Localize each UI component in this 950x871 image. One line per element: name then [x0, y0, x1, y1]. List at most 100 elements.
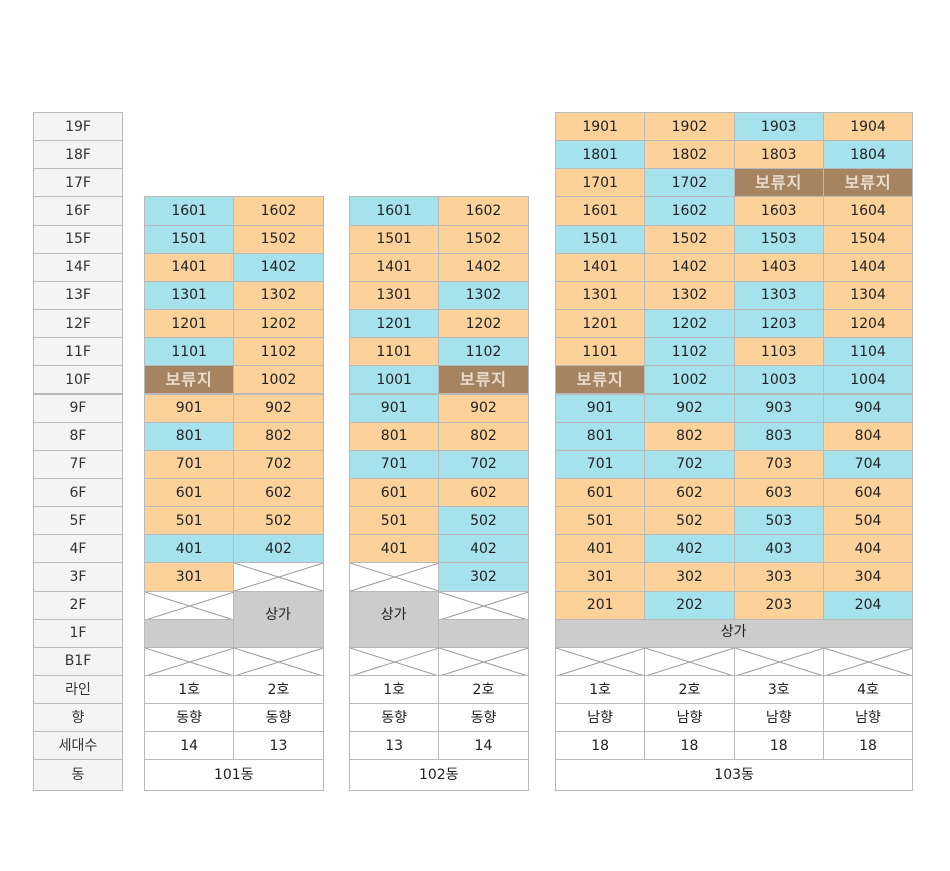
unit-cell: 1203 [733, 309, 824, 339]
unit-cell: 202 [644, 590, 735, 620]
unit-cell: 1802 [644, 140, 735, 170]
empty-cross-icon [439, 647, 528, 675]
direction-cell: 남향 [733, 703, 824, 733]
unit-cell: 1401 [349, 252, 440, 282]
line-cell: 4호 [822, 675, 914, 705]
unit-cell: 1004 [822, 365, 914, 395]
row-label: 향 [33, 703, 123, 733]
line-cell: 1호 [144, 675, 235, 705]
floor-label: 4F [33, 534, 123, 564]
unit-cell: 703 [733, 449, 824, 479]
unit-cell: 1003 [733, 365, 824, 395]
unit-cell: 701 [349, 449, 440, 479]
unit-cell: 1302 [438, 280, 529, 311]
empty-cross-icon [234, 647, 323, 675]
floor-label: 1F [33, 618, 123, 648]
unit-cell: 902 [644, 393, 735, 423]
households-cell: 18 [733, 731, 824, 761]
empty-cross-icon [234, 563, 323, 591]
floor-label: 19F [33, 112, 123, 142]
basement-empty-cell [822, 646, 914, 676]
unit-cell: 1202 [644, 309, 735, 339]
line-cell: 2호 [233, 675, 324, 705]
unit-cell: 501 [144, 506, 235, 536]
floor-label: 9F [33, 393, 123, 423]
unit-cell: 1201 [349, 309, 440, 339]
unit-cell: 801 [349, 421, 440, 451]
empty-cross-icon [734, 647, 823, 675]
empty-unit-cell [233, 562, 324, 592]
reserved-unit-cell: 보류지 [822, 168, 914, 198]
unit-cell: 1104 [822, 337, 914, 367]
unit-cell: 1202 [233, 309, 324, 339]
unit-cell: 1201 [555, 309, 646, 339]
unit-cell: 802 [233, 421, 324, 451]
direction-cell: 동향 [144, 703, 235, 733]
reserved-unit-cell: 보류지 [144, 365, 235, 395]
unit-cell: 403 [733, 534, 824, 564]
unit-cell: 1804 [822, 140, 914, 170]
unit-cell: 502 [438, 506, 529, 536]
unit-cell: 901 [144, 393, 235, 423]
unit-cell: 603 [733, 477, 824, 508]
building-2-name: 102동 [349, 759, 529, 792]
unit-cell: 1304 [822, 280, 914, 311]
basement-empty-cell [555, 646, 646, 676]
shop-label: 상가 [380, 607, 407, 624]
unit-cell: 1301 [144, 280, 235, 311]
unit-cell: 602 [438, 477, 529, 508]
floor-label: B1F [33, 646, 123, 676]
line-cell: 2호 [438, 675, 529, 705]
households-cell: 13 [233, 731, 324, 761]
shop-label: 상가 [265, 607, 291, 624]
empty-cross-icon [145, 591, 234, 619]
basement-empty-cell [644, 646, 735, 676]
households-cell: 13 [349, 731, 440, 761]
empty-cross-icon [823, 647, 913, 675]
unit-cell: 1504 [822, 224, 914, 254]
unit-cell: 404 [822, 534, 914, 564]
unit-cell: 1601 [555, 196, 646, 226]
unit-cell: 501 [555, 506, 646, 536]
unit-cell: 1402 [233, 252, 324, 282]
direction-cell: 남향 [644, 703, 735, 733]
floor-label: 18F [33, 140, 123, 170]
line-cell: 2호 [644, 675, 735, 705]
unit-cell: 1002 [233, 365, 324, 395]
unit-cell: 1301 [349, 280, 440, 311]
unit-cell: 401 [349, 534, 440, 564]
empty-unit-cell [349, 562, 440, 592]
unit-cell: 203 [733, 590, 824, 620]
basement-empty-cell [438, 646, 529, 676]
shop-label: 상가 [720, 623, 747, 640]
unit-cell: 901 [349, 393, 440, 423]
unit-cell: 501 [349, 506, 440, 536]
floor-label: 13F [33, 280, 123, 311]
floor-label: 15F [33, 224, 123, 254]
floor-label: 11F [33, 337, 123, 367]
unit-cell: 1403 [733, 252, 824, 282]
unit-cell: 1102 [438, 337, 529, 367]
floor-label: 16F [33, 196, 123, 226]
unit-cell: 1904 [822, 112, 914, 142]
unit-cell: 1502 [644, 224, 735, 254]
unit-cell: 801 [144, 421, 235, 451]
unit-cell: 801 [555, 421, 646, 451]
unit-cell: 201 [555, 590, 646, 620]
empty-cross-icon [439, 591, 528, 619]
empty-cross-icon [645, 647, 734, 675]
unit-cell: 1302 [233, 280, 324, 311]
unit-cell: 701 [144, 449, 235, 479]
households-cell: 14 [438, 731, 529, 761]
unit-cell: 704 [822, 449, 914, 479]
line-cell: 1호 [349, 675, 440, 705]
empty-cross-icon [350, 647, 439, 675]
direction-cell: 동향 [349, 703, 440, 733]
unit-cell: 601 [555, 477, 646, 508]
basement-empty-cell [233, 646, 324, 676]
floor-label: 3F [33, 562, 123, 592]
floor-label: 17F [33, 168, 123, 198]
unit-cell: 1502 [233, 224, 324, 254]
unit-cell: 602 [233, 477, 324, 508]
basement-empty-cell [733, 646, 824, 676]
